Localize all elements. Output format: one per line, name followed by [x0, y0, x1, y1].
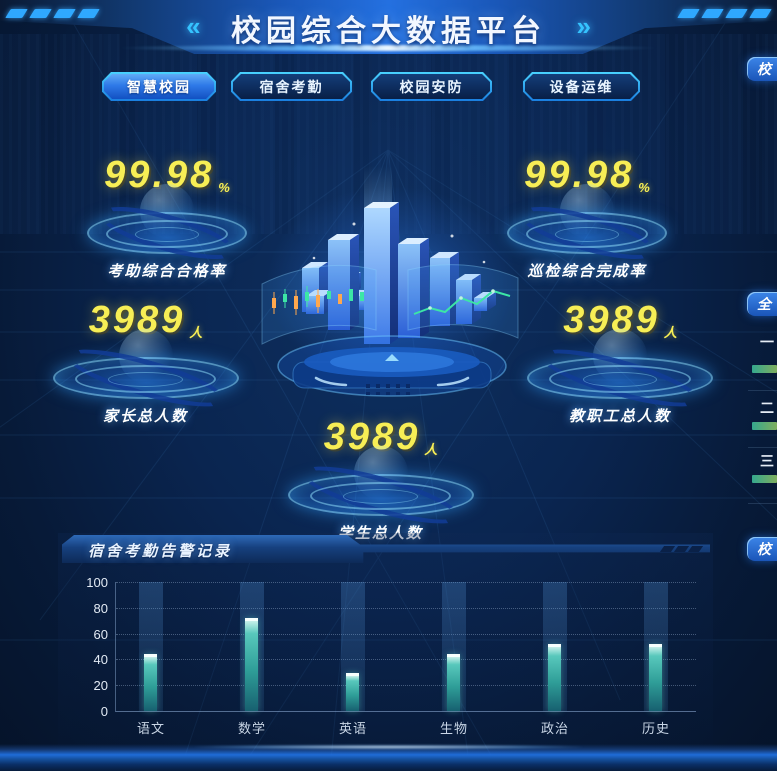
- stat-exam-pass-rate: 99.98% 考助综合合格率: [72, 156, 262, 281]
- x-axis-label: 生物: [439, 721, 468, 736]
- divider: [748, 447, 777, 448]
- y-axis-tick: 20: [93, 678, 108, 694]
- right-panel-tab-middle[interactable]: 全: [747, 292, 777, 316]
- page-title: 校园综合大数据平台: [231, 15, 546, 48]
- stat-total-parents: 3989 人 家长总人数: [48, 301, 243, 426]
- bar: [346, 673, 359, 711]
- bottom-glow-bar: [0, 744, 777, 771]
- divider: [748, 390, 777, 391]
- tab-campus-security[interactable]: 校园安防: [371, 72, 492, 101]
- y-axis-tick: 60: [93, 626, 108, 642]
- right-panel-tab-bottom[interactable]: 校: [747, 537, 777, 561]
- stat-label: 学生总人数: [283, 522, 478, 543]
- gridline: [116, 685, 696, 687]
- gridline: [116, 659, 696, 661]
- x-axis-label: 政治: [540, 721, 569, 736]
- stat-total-staff: 3989 人 教职工总人数: [520, 301, 720, 426]
- header-light-streak: [118, 45, 658, 51]
- stat-inspection-completion-rate: 99.98% 巡检综合完成率: [492, 156, 682, 281]
- bar: [447, 653, 460, 711]
- stat-value: 3989: [563, 299, 660, 341]
- x-axis-label: 英语: [338, 721, 367, 736]
- bar: [245, 617, 258, 711]
- glow-platform: [87, 184, 247, 270]
- gridline: [116, 607, 696, 609]
- stat-unit: %: [638, 180, 650, 195]
- divider: [748, 503, 777, 504]
- panel-title: 宿舍考勤告警记录: [88, 543, 233, 560]
- stat-label: 家长总人数: [102, 408, 188, 425]
- rank-bar: [752, 422, 777, 430]
- gridline: [116, 633, 696, 635]
- stat-value: 99.98: [524, 154, 635, 196]
- rank-bar: [752, 365, 777, 373]
- rank-label-1: 一: [760, 334, 774, 350]
- y-axis-tick: 0: [100, 704, 108, 719]
- glow-platform: [52, 329, 239, 418]
- x-axis-label: 语文: [136, 721, 165, 736]
- stat-unit: 人: [189, 325, 203, 340]
- right-chevron-icon: »: [576, 10, 591, 41]
- bar: [649, 643, 662, 711]
- gridline: [116, 582, 696, 583]
- stat-label: 教职工总人数: [568, 408, 671, 425]
- stat-value: 3989: [323, 416, 421, 458]
- bar: [144, 653, 157, 711]
- glow-platform: [507, 184, 667, 270]
- y-axis-tick: 100: [86, 575, 108, 590]
- bar: [548, 643, 561, 711]
- tab-dorm-attendance[interactable]: 宿舍考勤: [231, 72, 352, 101]
- stat-value: 3989: [88, 299, 186, 341]
- y-axis-tick: 40: [93, 652, 108, 668]
- bar-chart-plot: 0 20 40 60 80 100 语文 数学 英语 生物 政治 历史: [86, 575, 696, 736]
- stat-unit: %: [218, 180, 230, 195]
- stat-value: 99.98: [104, 154, 215, 196]
- dorm-alarm-panel: [58, 533, 713, 745]
- tab-equipment-ops[interactable]: 设备运维: [523, 72, 640, 101]
- stat-label: 巡检综合完成率: [527, 263, 647, 280]
- glow-platform: [527, 329, 713, 418]
- x-axis-label: 数学: [237, 721, 266, 736]
- rank-label-2: 二: [760, 400, 774, 416]
- stat-unit: 人: [663, 325, 677, 340]
- glow-platform: [287, 446, 474, 535]
- x-axis-label: 历史: [641, 721, 670, 736]
- rank-label-3: 三: [760, 453, 774, 469]
- y-axis-tick: 80: [93, 600, 108, 616]
- stat-unit: 人: [424, 442, 438, 457]
- right-panel-tab-top[interactable]: 校: [747, 57, 777, 81]
- left-chevron-icon: «: [186, 10, 201, 41]
- rank-bar: [752, 475, 777, 483]
- stat-label: 考助综合合格率: [107, 263, 227, 280]
- tab-smart-campus[interactable]: 智慧校园: [102, 72, 216, 101]
